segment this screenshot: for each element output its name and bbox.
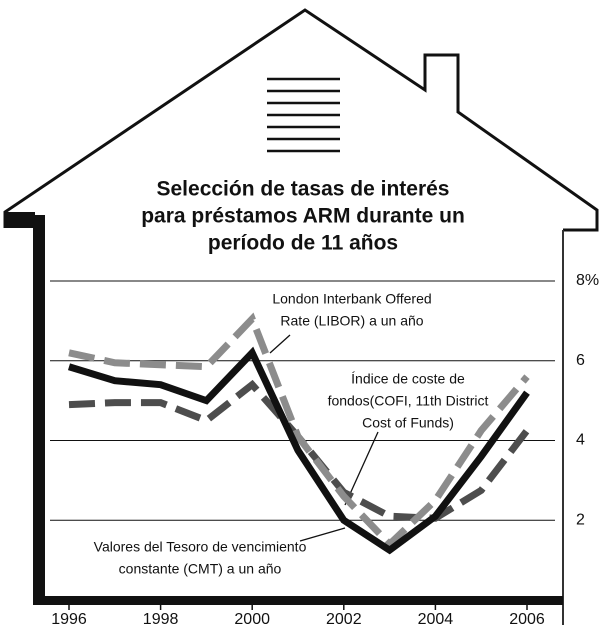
chart-title: Selección de tasas de interés (157, 178, 450, 201)
chart-title: para préstamos ARM durante un (141, 205, 465, 228)
y-tick-label: 6 (576, 352, 585, 369)
x-axis (33, 596, 563, 605)
annotation: Índice de coste de (351, 371, 465, 387)
x-tick-label: 2000 (234, 611, 270, 628)
house-outline (3, 8, 599, 232)
x-tick-label: 2006 (509, 611, 545, 628)
series-line (68, 312, 530, 550)
annotation: Valores del Tesoro de vencimiento (94, 539, 307, 555)
annotation: Rate (LIBOR) a un año (280, 313, 423, 329)
y-tick-label: 8% (576, 272, 599, 289)
annotation: Cost of Funds) (362, 415, 454, 431)
annotation: fondos(COFI, 11th District (328, 393, 489, 409)
vent (267, 77, 340, 153)
series-line (67, 346, 530, 555)
y-tick-label: 2 (576, 511, 585, 528)
x-tick-label: 2004 (418, 611, 454, 628)
y-tick-label: 4 (576, 432, 585, 449)
x-tick-label: 2002 (326, 611, 362, 628)
chart-title: período de 11 años (208, 232, 398, 255)
leader-lines (269, 334, 379, 542)
annotation: London Interbank Offered (272, 291, 431, 307)
eave (5, 212, 35, 228)
x-tick-label: 1996 (51, 611, 87, 628)
annotation: constante (CMT) a un año (119, 561, 282, 577)
x-tick-label: 1998 (143, 611, 179, 628)
left-wall (33, 215, 45, 605)
